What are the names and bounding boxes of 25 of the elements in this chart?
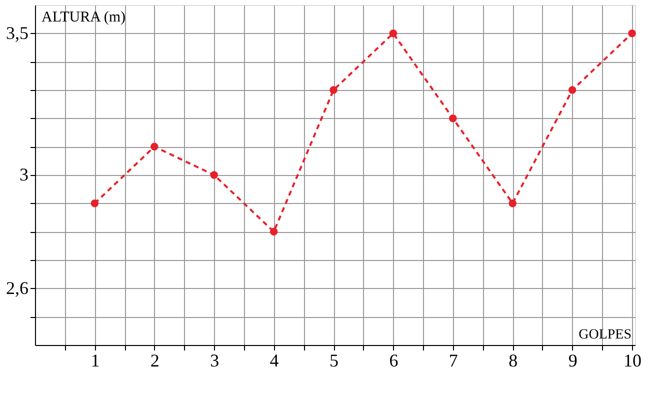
point [568,86,576,94]
x-tick-label: 10 [624,350,642,370]
x-tick-label: 7 [448,350,458,370]
x-tick-label: 2 [150,350,160,370]
point [449,114,457,122]
x-tick-label: 6 [389,350,398,370]
point [389,29,398,38]
point [90,199,99,208]
y-axis-title: ALTURA (m) [42,10,126,26]
x-tick-label: 1 [90,350,100,370]
point [628,29,636,38]
x-tick-label: 4 [270,350,279,370]
point [150,142,158,151]
x-tick-label: 5 [330,350,339,370]
point [210,171,218,179]
y-tick-label: 3 [20,164,28,184]
x-axis-title: GOLPES [578,328,632,342]
x-tick-label: 8 [508,350,518,370]
point [270,228,278,236]
y-tick-label: 2,6 [6,278,28,298]
point [330,86,338,94]
x-tick-label: 3 [210,350,220,370]
x-tick-label: 9 [568,350,578,370]
y-tick-label: 3,5 [6,22,28,43]
point [508,199,516,208]
